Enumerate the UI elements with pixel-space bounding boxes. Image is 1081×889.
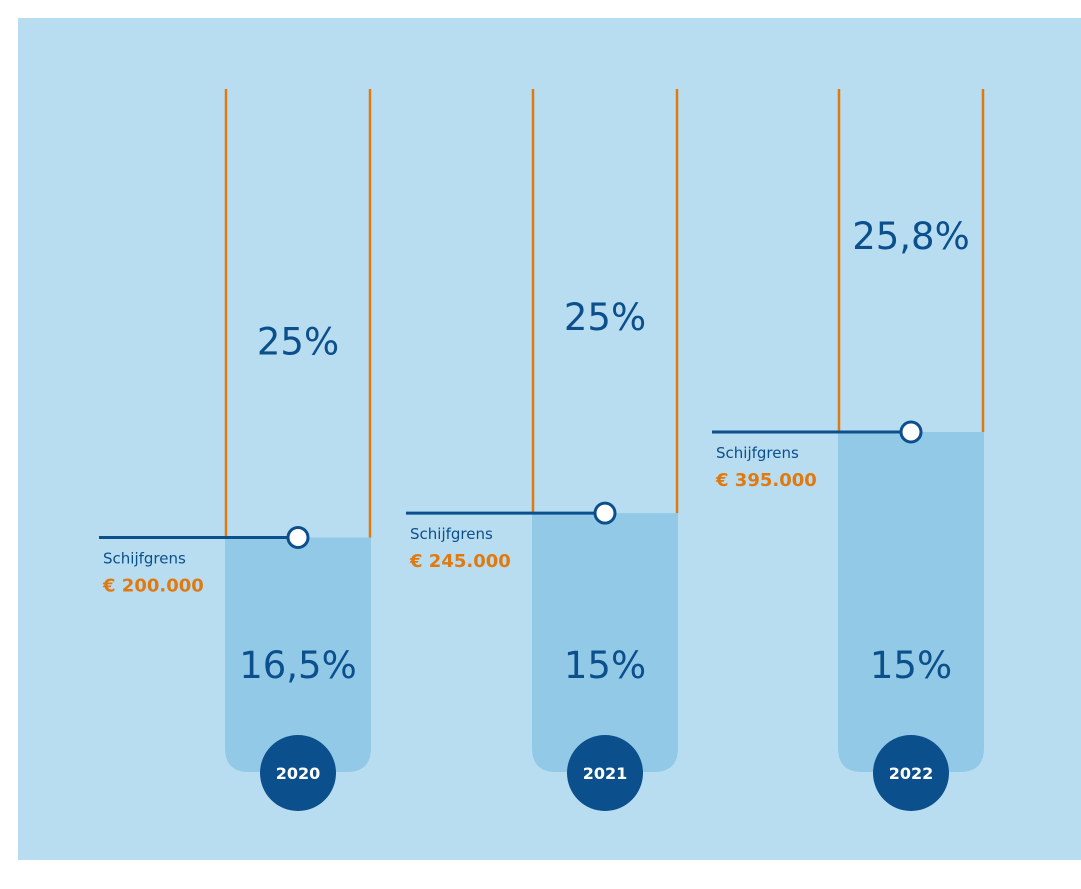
bracket-label-2020: Schijfgrens xyxy=(103,550,186,568)
high-rate-2020: 25% xyxy=(257,321,339,364)
tube-fill-2021 xyxy=(532,513,678,772)
threshold-marker-2021 xyxy=(593,501,617,525)
low-rate-2020: 16,5% xyxy=(239,644,357,687)
threshold-marker-2020 xyxy=(286,526,310,549)
high-rate-2022: 25,8% xyxy=(852,215,970,258)
year-badge-2021 xyxy=(567,735,643,811)
tube-fill-2022 xyxy=(838,432,984,772)
year-label-2020: 2020 xyxy=(276,764,321,783)
bracket-label-2022: Schijfgrens xyxy=(716,444,799,462)
year-badge-2020 xyxy=(260,735,336,811)
low-rate-2021: 15% xyxy=(564,644,646,687)
threshold-amount-2020: € 200.000 xyxy=(102,576,204,597)
year-label-2022: 2022 xyxy=(889,764,934,783)
threshold-amount-2022: € 395.000 xyxy=(715,470,817,491)
year-label-2021: 2021 xyxy=(583,764,628,783)
tube-fill-2020 xyxy=(225,537,371,772)
threshold-amount-2021: € 245.000 xyxy=(409,551,511,572)
high-rate-2021: 25% xyxy=(564,296,646,339)
year-badge-2022 xyxy=(873,735,949,811)
threshold-marker-2022 xyxy=(899,420,923,444)
bracket-label-2021: Schijfgrens xyxy=(410,525,493,543)
tax-bracket-chart: Schijfgrens € 200.000 25% 16,5% 2020 Schijfgr… xyxy=(99,89,985,811)
low-rate-2022: 15% xyxy=(870,644,952,687)
infographic-panel: Schijfgrens € 200.000 25% 16,5% 2020 Schijfgr… xyxy=(18,18,1081,860)
